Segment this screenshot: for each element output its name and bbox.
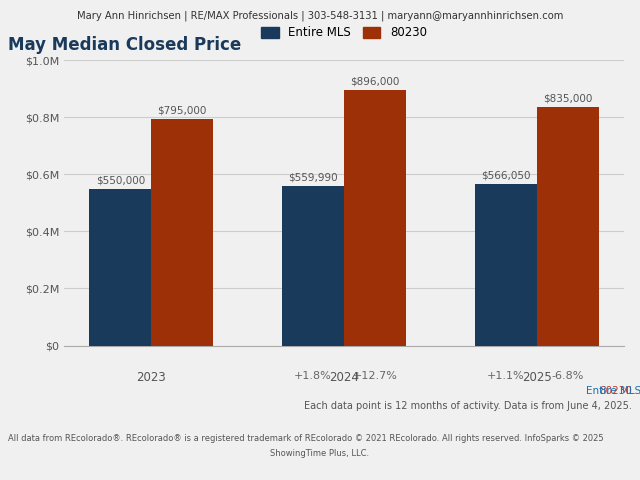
- Text: +1.8%: +1.8%: [294, 372, 332, 381]
- Bar: [151, 119, 213, 346]
- Bar: [282, 186, 344, 346]
- Text: May Median Closed Price: May Median Closed Price: [8, 36, 241, 54]
- Text: $559,990: $559,990: [289, 172, 338, 182]
- Bar: [475, 184, 537, 346]
- Text: All data from REcolorado®. REcolorado® is a registered trademark of REcolorado ©: All data from REcolorado®. REcolorado® i…: [8, 434, 604, 444]
- Bar: [537, 107, 598, 346]
- Text: +1.1%: +1.1%: [487, 372, 525, 381]
- Bar: [344, 90, 406, 346]
- Text: 80230: 80230: [600, 386, 632, 396]
- Text: $566,050: $566,050: [481, 170, 531, 180]
- Text: -6.8%: -6.8%: [552, 372, 584, 381]
- Text: Entire MLS &: Entire MLS &: [586, 386, 640, 396]
- Text: $550,000: $550,000: [96, 175, 145, 185]
- Text: $835,000: $835,000: [543, 94, 593, 104]
- Text: Each data point is 12 months of activity. Data is from June 4, 2025.: Each data point is 12 months of activity…: [305, 401, 632, 411]
- Text: $795,000: $795,000: [157, 105, 207, 115]
- Legend: Entire MLS, 80230: Entire MLS, 80230: [257, 22, 431, 44]
- Bar: [90, 189, 151, 346]
- Text: $896,000: $896,000: [350, 76, 399, 86]
- Text: Mary Ann Hinrichsen | RE/MAX Professionals | 303-548-3131 | maryann@maryannhinri: Mary Ann Hinrichsen | RE/MAX Professiona…: [77, 11, 563, 21]
- Text: +12.7%: +12.7%: [353, 372, 397, 381]
- Text: ShowingTime Plus, LLC.: ShowingTime Plus, LLC.: [271, 449, 369, 458]
